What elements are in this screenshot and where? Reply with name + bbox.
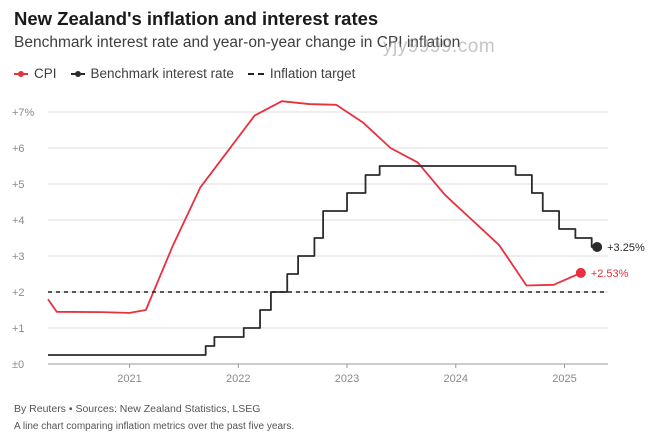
x-tick-label: 2025 [552, 373, 576, 385]
chart-legend: CPI Benchmark interest rate Inflation ta… [14, 66, 369, 81]
series-line-rate [48, 165, 598, 356]
y-tick-label: ±0 [12, 359, 24, 371]
legend-label-rate: Benchmark interest rate [90, 66, 234, 81]
series-line-cpi [47, 100, 582, 314]
y-tick-label: +5 [12, 179, 25, 191]
x-tick-label: 2022 [226, 373, 250, 385]
x-tick-label: 2023 [335, 373, 359, 385]
y-tick-label: +2 [12, 287, 25, 299]
y-tick-label: +3 [12, 251, 25, 263]
legend-label-target: Inflation target [269, 66, 356, 81]
source-note: By Reuters • Sources: New Zealand Statis… [14, 403, 261, 415]
legend-swatch-cpi [14, 70, 28, 77]
x-tick-label: 2024 [444, 373, 468, 385]
y-tick-label: +6 [12, 143, 25, 155]
legend-item-rate: Benchmark interest rate [70, 66, 234, 81]
y-tick-label: +4 [12, 215, 25, 227]
chart-description: A line chart comparing inflation metrics… [14, 421, 295, 432]
chart-title: New Zealand's inflation and interest rat… [14, 8, 379, 29]
x-tick-label: 2021 [117, 373, 141, 385]
chart-subtitle: Benchmark interest rate and year-on-year… [14, 34, 461, 51]
end-point-cpi [575, 267, 586, 278]
legend-item-cpi: CPI [14, 66, 57, 81]
y-tick-label: +7% [12, 107, 35, 119]
end-label-rate: +3.25% [607, 242, 645, 254]
end-point-rate [592, 242, 603, 252]
watermark-text: yjy9999.com [383, 36, 496, 57]
y-tick-label: +1 [12, 323, 25, 335]
legend-swatch-target [247, 72, 264, 75]
chart-canvas: ±0 +1 +2 +3 +4 +5 +6 +7% 2021 2022 2023 2024 2025 +2.… [12, 100, 645, 385]
legend-swatch-rate [70, 70, 85, 77]
end-label-cpi: +2.53% [591, 268, 629, 280]
legend-item-target: Inflation target [247, 66, 356, 81]
legend-label-cpi: CPI [34, 66, 57, 81]
